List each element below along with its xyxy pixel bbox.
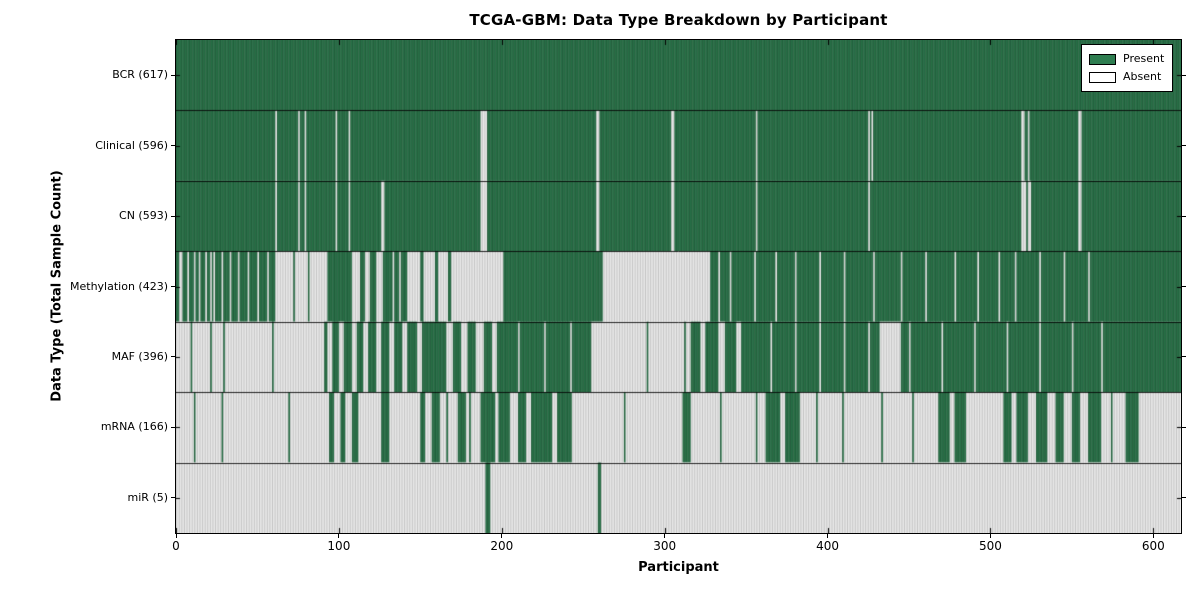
x-tick-label: 600 — [1141, 539, 1165, 553]
legend-entry-present: Present — [1089, 50, 1164, 68]
y-tick-label: BCR (617) — [112, 68, 168, 82]
x-tick-label: 500 — [978, 539, 1002, 553]
x-tick-mark — [989, 534, 991, 538]
x-tick-label: 100 — [327, 539, 351, 553]
present-swatch-icon — [1089, 53, 1116, 65]
y-tick-mark — [1182, 145, 1186, 147]
x-tick-label: 200 — [490, 539, 514, 553]
x-tick-mark — [501, 534, 503, 538]
x-tick-mark — [338, 534, 340, 538]
y-tick-mark — [1182, 497, 1186, 499]
legend: Present Absent — [1081, 44, 1174, 92]
y-tick-mark — [1182, 215, 1186, 217]
x-tick-mark — [827, 534, 829, 538]
y-tick-mark — [1182, 286, 1186, 287]
chart-title: TCGA-GBM: Data Type Breakdown by Partici… — [469, 11, 888, 29]
plot-area — [175, 39, 1182, 534]
x-tick-mark — [664, 534, 666, 538]
legend-label-present: Present — [1123, 52, 1165, 65]
y-tick-label: mRNA (166) — [100, 420, 168, 434]
y-tick-label: Methylation (423) — [70, 279, 168, 293]
y-tick-label: Clinical (596) — [95, 138, 168, 152]
x-axis-label: Participant — [638, 560, 719, 575]
y-tick-mark — [171, 215, 175, 217]
y-tick-mark — [171, 356, 175, 358]
presence-matrix-canvas — [176, 40, 1181, 533]
y-tick-label: CN (593) — [119, 209, 168, 223]
y-tick-label: MAF (396) — [111, 349, 168, 363]
y-tick-mark — [171, 497, 175, 499]
y-tick-mark — [171, 74, 175, 76]
legend-label-absent: Absent — [1123, 70, 1162, 83]
x-tick-label: 400 — [816, 539, 839, 553]
x-tick-label: 300 — [653, 539, 677, 553]
y-tick-mark — [1182, 356, 1186, 358]
x-tick-mark — [1152, 534, 1154, 538]
absent-swatch-icon — [1089, 71, 1116, 83]
x-tick-label: 0 — [172, 539, 180, 553]
legend-entry-absent: Absent — [1089, 68, 1164, 86]
x-tick-mark — [175, 534, 177, 538]
y-tick-mark — [1182, 426, 1186, 428]
y-tick-label: miR (5) — [127, 490, 169, 504]
y-tick-mark — [171, 286, 175, 287]
y-tick-mark — [171, 426, 175, 428]
y-tick-mark — [1182, 74, 1186, 76]
y-tick-mark — [171, 145, 175, 147]
